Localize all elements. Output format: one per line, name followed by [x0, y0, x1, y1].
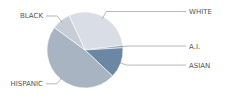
slice-label: A.I.	[189, 43, 200, 51]
slice-label: BLACK	[20, 12, 43, 20]
leader-line	[102, 12, 186, 19]
leader-line	[121, 46, 186, 48]
slice-label: ASIAN	[189, 62, 210, 70]
chart: WHITE A.I. ASIAN HISPANIC BLACK	[0, 0, 240, 100]
pie-slice	[47, 28, 113, 88]
slice-label: HISPANIC	[10, 80, 43, 88]
leader-line	[119, 62, 186, 65]
pie-slice	[54, 16, 85, 50]
slice-label: WHITE	[189, 8, 212, 16]
leader-line	[46, 78, 62, 84]
leader-line	[46, 16, 62, 22]
